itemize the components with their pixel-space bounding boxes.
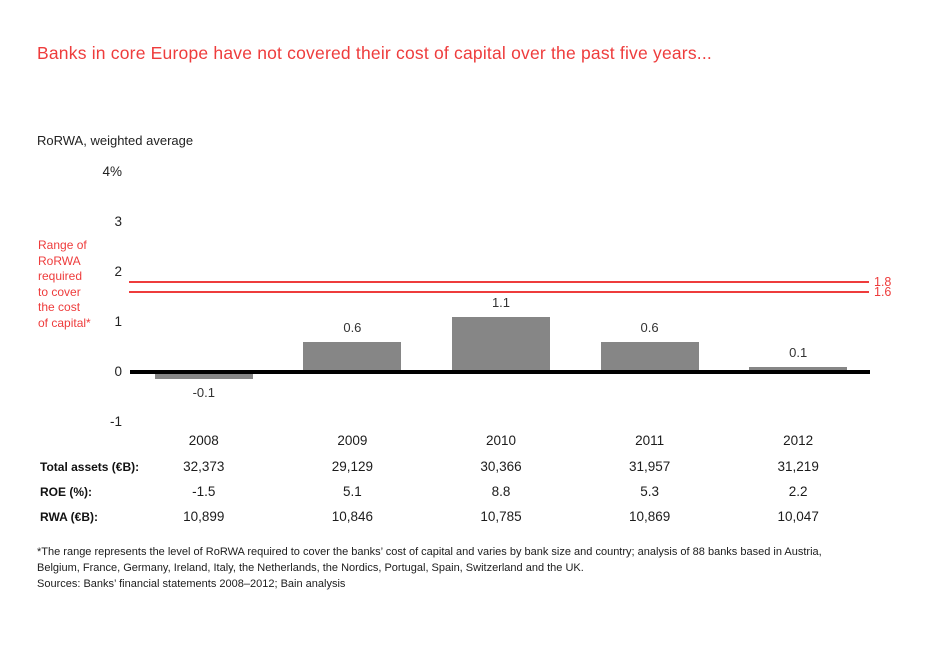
table-row-label: Total assets (€B): xyxy=(40,460,140,474)
table-cell: 10,899 xyxy=(183,509,225,524)
bar-2012 xyxy=(749,367,848,372)
table-cell: 31,219 xyxy=(777,459,819,474)
table-cell: 2.2 xyxy=(788,484,808,499)
x-axis-label: 2008 xyxy=(188,433,219,448)
table-cell: 30,366 xyxy=(480,459,522,474)
footnote-line: *The range represents the level of RoRWA… xyxy=(37,546,822,558)
y-axis-tick-label: 0 xyxy=(114,364,122,379)
footnote-line: Belgium, France, Germany, Ireland, Italy… xyxy=(37,562,584,574)
table-cell: 10,047 xyxy=(777,509,819,524)
bar-2010 xyxy=(452,317,550,372)
bar-value-label: 0.6 xyxy=(343,320,362,335)
bar-value-label: 0.1 xyxy=(789,345,808,360)
x-axis-label: 2009 xyxy=(337,433,368,448)
table-cell: 10,869 xyxy=(628,509,671,524)
range-annotation: Range of RoRWA required to cover the cos… xyxy=(38,238,138,331)
annotation-line: required xyxy=(38,269,83,283)
sources-line: Sources: Banks’ financial statements 200… xyxy=(37,578,346,590)
x-axis-zero-line xyxy=(130,370,870,374)
table-cell: 32,373 xyxy=(183,459,225,474)
y-axis-tick-label: 4% xyxy=(102,164,122,179)
annotation-line: Range of xyxy=(38,238,87,252)
table-row-label: ROE (%): xyxy=(40,485,92,499)
table-cell: 8.8 xyxy=(491,484,511,499)
axis-unit-label: RoRWA, weighted average xyxy=(37,133,194,148)
annotation-line: of capital* xyxy=(38,315,91,330)
bar-value-label: 1.1 xyxy=(491,295,511,310)
table-cell: 29,129 xyxy=(331,459,374,474)
bar-2011 xyxy=(600,342,699,372)
bar-value-label: -0.1 xyxy=(192,385,215,400)
reference-line xyxy=(129,281,869,283)
x-axis-label: 2011 xyxy=(635,433,665,448)
bar-2008 xyxy=(154,374,253,379)
table-cell: 31,957 xyxy=(628,459,671,474)
table-cell: -1.5 xyxy=(192,484,216,499)
y-axis-tick-label: 2 xyxy=(114,264,122,279)
reference-line-label: 1.6 xyxy=(874,285,892,299)
annotation-line: RoRWA xyxy=(38,253,81,268)
bar-value-label: 0.6 xyxy=(640,320,659,335)
reference-line xyxy=(129,291,869,293)
y-axis-tick-label: 3 xyxy=(114,214,122,229)
annotation-line: the cost xyxy=(38,300,81,314)
table-cell: 10,846 xyxy=(331,509,374,524)
x-axis-label: 2010 xyxy=(485,433,517,448)
table-cell: 5.1 xyxy=(343,484,362,499)
annotation-line: to cover xyxy=(38,284,81,299)
slide-title: Banks in core Europe have not covered th… xyxy=(37,43,712,63)
x-axis-label: 2012 xyxy=(783,433,814,448)
y-axis-tick-label: -1 xyxy=(109,414,122,429)
bar-2009 xyxy=(303,342,402,372)
table-row-label: RWA (€B): xyxy=(40,510,98,524)
table-cell: 10,785 xyxy=(480,509,522,524)
y-axis-tick-label: 1 xyxy=(114,314,122,329)
table-cell: 5.3 xyxy=(640,484,659,499)
reference-line-label: 1.8 xyxy=(874,275,892,289)
